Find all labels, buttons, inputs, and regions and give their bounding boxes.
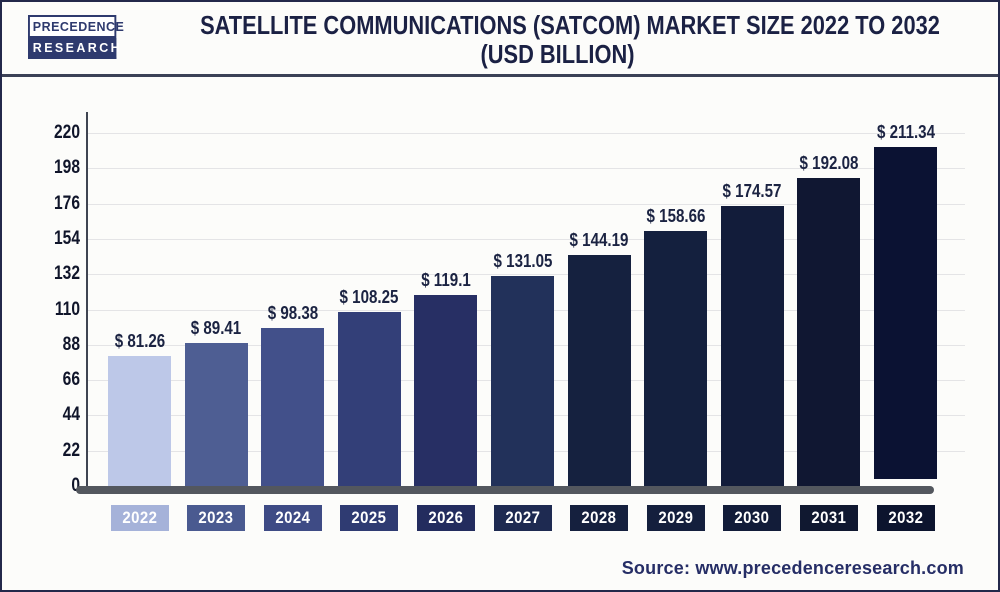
x-tick-label: 2030 xyxy=(723,505,782,531)
chart-title-line1: SATELLITE COMMUNICATIONS (SATCOM) MARKET… xyxy=(200,10,940,40)
bar xyxy=(644,231,708,486)
source-caption: Source: www.precedenceresearch.com xyxy=(621,558,964,578)
x-tick-label: 2026 xyxy=(416,505,475,531)
chart-title: SATELLITE COMMUNICATIONS (SATCOM) MARKET… xyxy=(200,10,940,69)
y-tick-label: 0 xyxy=(71,475,80,496)
gridline xyxy=(88,168,965,170)
y-tick-label: 88 xyxy=(62,333,80,355)
bar xyxy=(414,294,478,486)
x-tick-label-text: 2025 xyxy=(351,508,387,527)
x-tick-label-text: 2027 xyxy=(504,508,541,527)
bar-value-label: $ 192.08 xyxy=(799,152,859,173)
x-tick-label-text: 2032 xyxy=(887,508,924,527)
bar-value-label: $ 89.41 xyxy=(190,317,242,338)
bar-value-label: $ 131.05 xyxy=(493,250,552,271)
y-tick-label: 176 xyxy=(54,192,80,214)
y-axis-line xyxy=(86,112,88,494)
bar-value-label: $ 108.25 xyxy=(339,287,399,308)
bar-value-label: $ 211.34 xyxy=(876,121,935,142)
y-tick-label: 154 xyxy=(54,227,80,249)
x-tick-label: 2025 xyxy=(340,505,399,531)
bar-value-label: $ 81.26 xyxy=(114,330,165,351)
bar xyxy=(184,342,248,486)
y-tick-label: 198 xyxy=(54,157,80,179)
x-tick-label-text: 2023 xyxy=(198,508,234,527)
x-tick-label-text: 2029 xyxy=(658,508,694,527)
brand-logo: PRECEDENCE RESEARCH xyxy=(28,15,124,59)
bar-value-label: $ 98.38 xyxy=(267,303,318,324)
bar-value-label: $ 174.57 xyxy=(722,180,782,201)
y-tick-label: 22 xyxy=(62,439,80,461)
x-tick-label: 2022 xyxy=(110,505,169,531)
y-tick-label: 132 xyxy=(54,263,80,285)
x-tick-label-text: 2026 xyxy=(428,508,464,527)
bar xyxy=(797,177,861,486)
y-tick-label: 110 xyxy=(54,298,80,320)
x-axis-line xyxy=(76,486,934,494)
x-tick-label-text: 2030 xyxy=(734,508,770,527)
gridline xyxy=(88,203,965,205)
x-tick-label: 2032 xyxy=(876,505,935,531)
x-tick-label-text: 2031 xyxy=(811,508,847,527)
bar-value-label: $ 144.19 xyxy=(569,229,629,250)
x-tick-label-text: 2024 xyxy=(275,508,311,527)
gridline xyxy=(88,274,965,276)
y-tick-label: 44 xyxy=(62,404,80,426)
bar xyxy=(337,312,401,486)
y-tick-label: 220 xyxy=(54,122,80,143)
x-tick-label: 2024 xyxy=(263,505,322,531)
gridline xyxy=(88,133,965,134)
bar-value-label: $ 158.66 xyxy=(646,206,706,227)
x-tick-label-text: 2028 xyxy=(581,508,617,527)
y-tick-label: 66 xyxy=(62,369,80,391)
chart-title-line2: (USD BILLION) xyxy=(480,39,635,69)
bar xyxy=(874,146,937,479)
bar xyxy=(567,254,631,486)
bar xyxy=(261,328,325,486)
bar-value-label: $ 119.1 xyxy=(421,269,471,290)
bar xyxy=(491,275,554,486)
x-tick-label: 2028 xyxy=(570,505,629,531)
x-tick-label: 2029 xyxy=(646,505,705,531)
brand-logo-line2: RESEARCH xyxy=(28,38,120,59)
bar xyxy=(108,355,171,486)
x-tick-label-text: 2022 xyxy=(121,508,158,527)
x-tick-label: 2023 xyxy=(187,505,246,531)
x-tick-label: 2027 xyxy=(493,505,552,531)
bar xyxy=(720,205,784,486)
x-tick-label: 2031 xyxy=(799,505,858,531)
brand-logo-line1: PRECEDENCE xyxy=(28,15,124,38)
gridline xyxy=(88,238,965,240)
chart-header: PRECEDENCE RESEARCH SATELLITE COMMUNICAT… xyxy=(2,2,998,77)
